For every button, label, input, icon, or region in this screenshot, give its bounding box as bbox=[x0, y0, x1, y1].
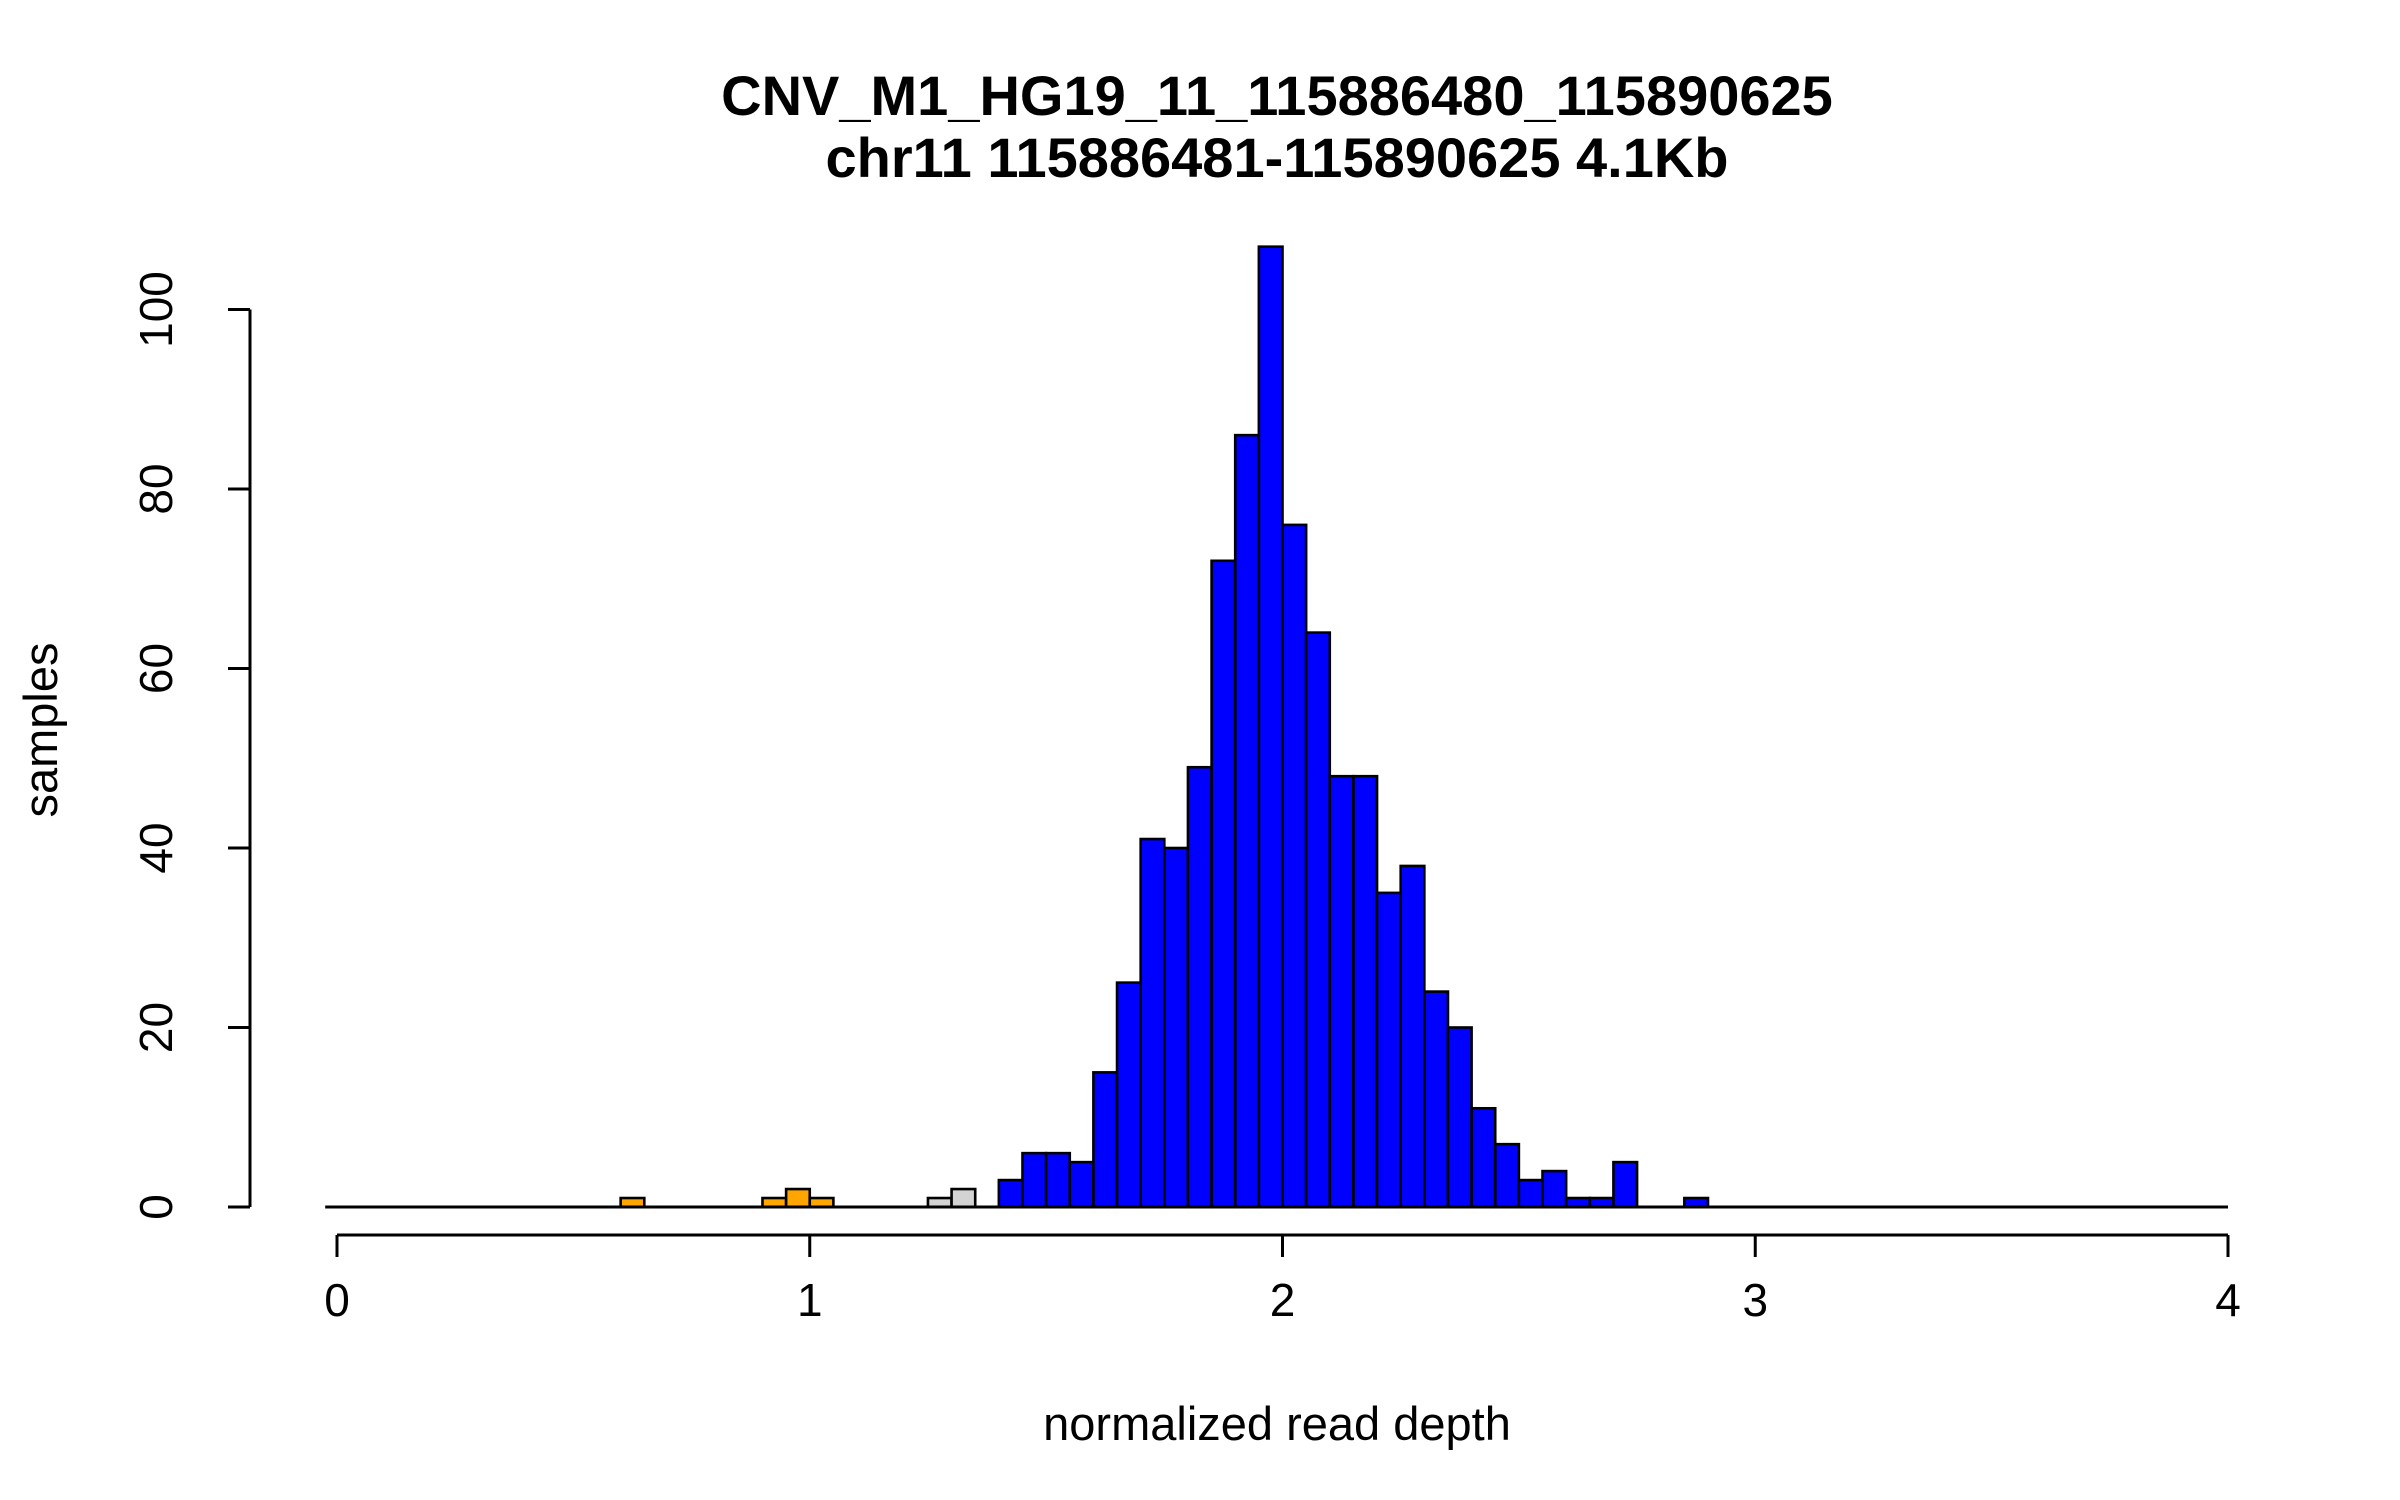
histogram-bar bbox=[1281, 523, 1308, 1209]
histogram-bar bbox=[1021, 1151, 1048, 1209]
histogram-bar bbox=[1352, 774, 1379, 1209]
histogram-bar bbox=[950, 1187, 977, 1209]
histogram-bar bbox=[1233, 433, 1261, 1209]
x-axis: 0 1 2 3 4 bbox=[324, 1233, 2241, 1326]
histogram-bar bbox=[1446, 1026, 1473, 1209]
histogram-bar bbox=[1092, 1071, 1119, 1209]
histogram-bar bbox=[1470, 1106, 1497, 1209]
y-tick-label: 20 bbox=[130, 1002, 182, 1053]
x-tick-label: 1 bbox=[797, 1274, 823, 1326]
histogram-bar bbox=[1328, 774, 1355, 1209]
y-axis: 0 20 40 60 80 100 bbox=[130, 271, 252, 1220]
y-tick-label: 80 bbox=[130, 463, 182, 514]
histogram-bar bbox=[1423, 990, 1450, 1209]
histogram-bars bbox=[619, 245, 1710, 1209]
y-tick-label: 100 bbox=[130, 271, 182, 348]
histogram-bar bbox=[1068, 1160, 1095, 1209]
histogram-bar bbox=[1399, 864, 1426, 1209]
y-tick-label: 60 bbox=[130, 643, 182, 694]
x-tick-label: 2 bbox=[1270, 1274, 1296, 1326]
y-axis-label: samples bbox=[14, 642, 67, 817]
y-tick-label: 40 bbox=[130, 822, 182, 873]
histogram-bar bbox=[1115, 981, 1142, 1209]
histogram-bar bbox=[1186, 765, 1213, 1209]
chart-title: CNV_M1_HG19_11_115886480_115890625 bbox=[721, 64, 1833, 127]
histogram-bar bbox=[997, 1178, 1024, 1209]
histogram-bar bbox=[1257, 245, 1284, 1209]
histogram-bar bbox=[784, 1187, 812, 1209]
histogram-bar bbox=[1163, 846, 1190, 1209]
histogram-bar bbox=[1517, 1178, 1544, 1209]
histogram-bar bbox=[1210, 559, 1237, 1209]
x-axis-label: normalized read depth bbox=[1043, 1397, 1511, 1450]
histogram-bar bbox=[1541, 1169, 1568, 1209]
x-tick-label: 4 bbox=[2215, 1274, 2241, 1326]
histogram-bar bbox=[1375, 891, 1402, 1209]
chart-subtitle: chr11 115886481-115890625 4.1Kb bbox=[825, 126, 1728, 189]
histogram-bar bbox=[1044, 1151, 1072, 1209]
histogram-bar bbox=[1139, 837, 1166, 1209]
y-tick-label: 0 bbox=[130, 1194, 182, 1220]
x-tick-label: 0 bbox=[324, 1274, 350, 1326]
x-tick-label: 3 bbox=[1742, 1274, 1768, 1326]
histogram-bar bbox=[1493, 1142, 1521, 1209]
histogram-bar bbox=[1304, 631, 1332, 1209]
histogram-bar bbox=[1612, 1160, 1639, 1209]
